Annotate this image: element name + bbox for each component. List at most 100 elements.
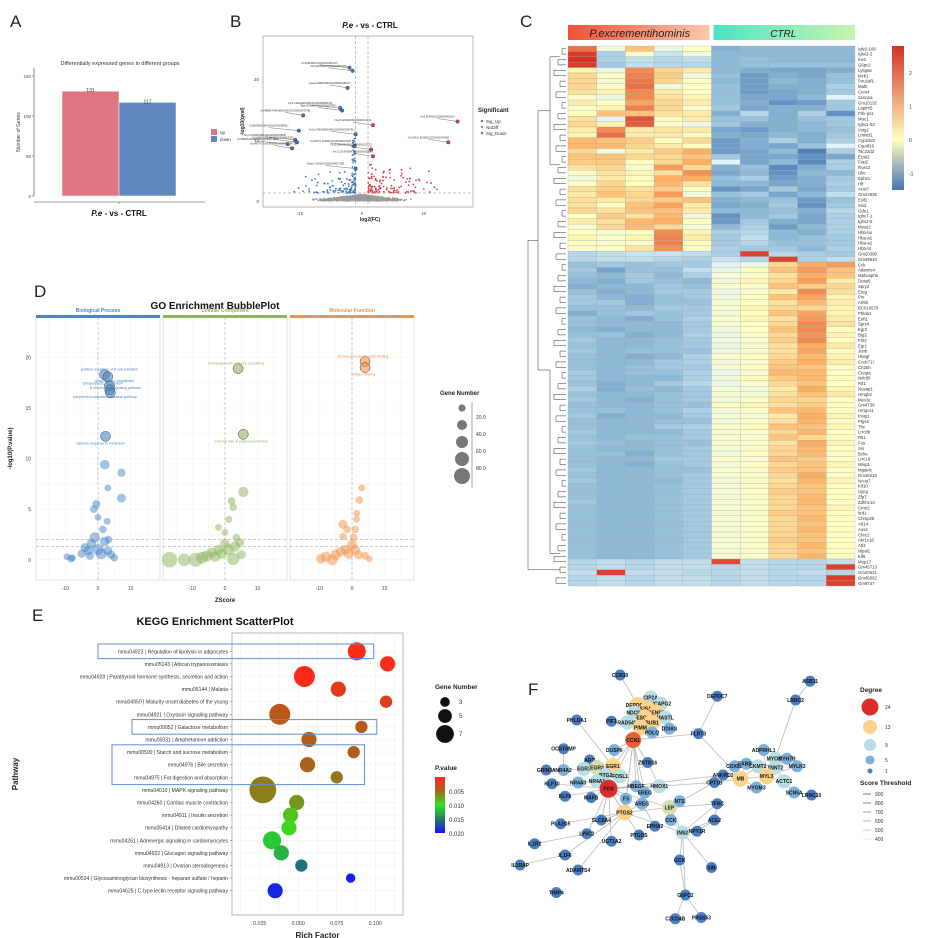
x-tick-label: 10: [382, 586, 388, 592]
heatmap-cell: [740, 175, 770, 182]
heatmap-cell: [625, 153, 655, 160]
point-sig-up: [426, 181, 428, 184]
heatmap-cell: [625, 278, 655, 284]
heatmap-cell: [567, 110, 597, 117]
network-node: [599, 779, 618, 798]
heatmap-cell: [567, 180, 597, 187]
heatmap-cell: [625, 310, 655, 317]
heatmap-cell: [740, 51, 770, 57]
node-label: EREG: [638, 790, 652, 796]
heatmap-cell: [711, 315, 741, 322]
heatmap-cell: [768, 456, 798, 462]
heatmap-cell: [653, 386, 683, 392]
heatmap-cell: [740, 229, 770, 236]
heatmap-cell: [567, 321, 597, 327]
heatmap-cell: [682, 434, 712, 441]
heatmap-cell: [653, 72, 683, 79]
pathway-point: [355, 720, 368, 734]
dendrogram-branch: [553, 178, 566, 184]
heatmap-cell: [596, 229, 626, 236]
network-node: [692, 728, 704, 740]
heatmap-cell: [625, 132, 655, 138]
pathway-label: mmu05031 | Amphetamine addiction: [145, 738, 228, 744]
heatmap-cell: [567, 472, 597, 479]
network-node: [695, 912, 707, 923]
bubble: [355, 496, 363, 504]
node-label: COX6B: [726, 764, 744, 770]
heatmap-cell: [711, 504, 741, 511]
point-sig-down: [342, 184, 345, 187]
heatmap-cell: [711, 326, 741, 333]
heatmap-cell: [768, 213, 798, 219]
bubble-label: immunoglobulin complex, circulating: [208, 362, 264, 366]
heatmap-cell: [711, 575, 741, 581]
dendrogram-branch: [555, 91, 566, 98]
gene-label: Aox2: [858, 527, 868, 532]
network-node: [649, 820, 661, 832]
dendrogram-branch: [555, 145, 566, 152]
point-sig-down: [347, 183, 350, 185]
bubble: [89, 505, 98, 513]
heatmap-cell: [596, 283, 626, 290]
dendrogram-branch: [555, 361, 566, 368]
x-tick-label: 0.100: [369, 921, 382, 927]
heatmap-cell: [768, 488, 798, 495]
network-node: [605, 835, 617, 847]
heatmap-cell: [653, 283, 683, 290]
network-node: [555, 818, 567, 830]
heatmap-cell: [797, 288, 827, 295]
heatmap-cell: [682, 72, 712, 79]
heatmap-cell: [768, 45, 798, 52]
heatmap-cell: [567, 337, 597, 344]
heatmap-cell: [797, 261, 827, 268]
heatmap-cell: [826, 396, 856, 403]
heatmap-cell: [711, 272, 741, 279]
heatmap-cell: [740, 267, 770, 273]
heatmap-cell: [596, 251, 626, 257]
heatmap-cell: [596, 153, 626, 160]
heatmap-cell: [740, 461, 770, 468]
point-sig-down: [351, 166, 354, 168]
heatmap-cell: [567, 342, 597, 349]
heatmap-cell: [567, 116, 597, 122]
node-label: BUB1: [645, 720, 659, 726]
node-label: NR4A3: [570, 780, 587, 786]
heatmap-cell: [826, 542, 856, 549]
bubble: [104, 535, 113, 544]
heatmap-cell: [653, 564, 683, 570]
heatmap-cell: [711, 288, 741, 295]
point-sig-up: [391, 187, 394, 190]
heatmap-cell: [826, 256, 856, 263]
label-leader-line: [310, 104, 341, 109]
heatmap-cell: [653, 62, 683, 68]
heatmap-cell: [567, 537, 597, 543]
network-node: [514, 859, 526, 871]
heatmap-cell: [768, 434, 798, 441]
heatmap-cell: [625, 261, 655, 268]
heatmap-cell: [740, 89, 770, 95]
heatmap-cell: [768, 396, 798, 403]
heatmap-cell: [653, 515, 683, 522]
heatmap-cell: [768, 504, 798, 511]
point-sig-down: [346, 191, 349, 194]
network-edge: [608, 774, 724, 790]
point-label: Dasp1 ENSMUSG00000027382: [307, 162, 345, 166]
heatmap-cell: [567, 450, 597, 457]
colorbar-tick-label: 2: [909, 71, 912, 77]
network-node: [673, 795, 686, 808]
point-nodiff: [327, 198, 330, 200]
gene-label: Hbb-bs: [858, 230, 872, 235]
heatmap-cell: [826, 110, 856, 117]
heatmap-cell: [826, 126, 856, 133]
bubble: [343, 525, 351, 534]
degree-legend-title: Degree: [860, 687, 882, 694]
heatmap-cell: [653, 251, 683, 257]
network-node: [635, 797, 648, 810]
heatmap-cell: [797, 251, 827, 257]
point-sig-down: [339, 177, 341, 180]
node-label: MYH7B: [778, 757, 796, 763]
heatmap-cell: [596, 207, 626, 214]
heatmap-cell: [826, 348, 856, 354]
heatmap-cell: [653, 180, 683, 187]
heatmap-cell: [740, 132, 770, 138]
